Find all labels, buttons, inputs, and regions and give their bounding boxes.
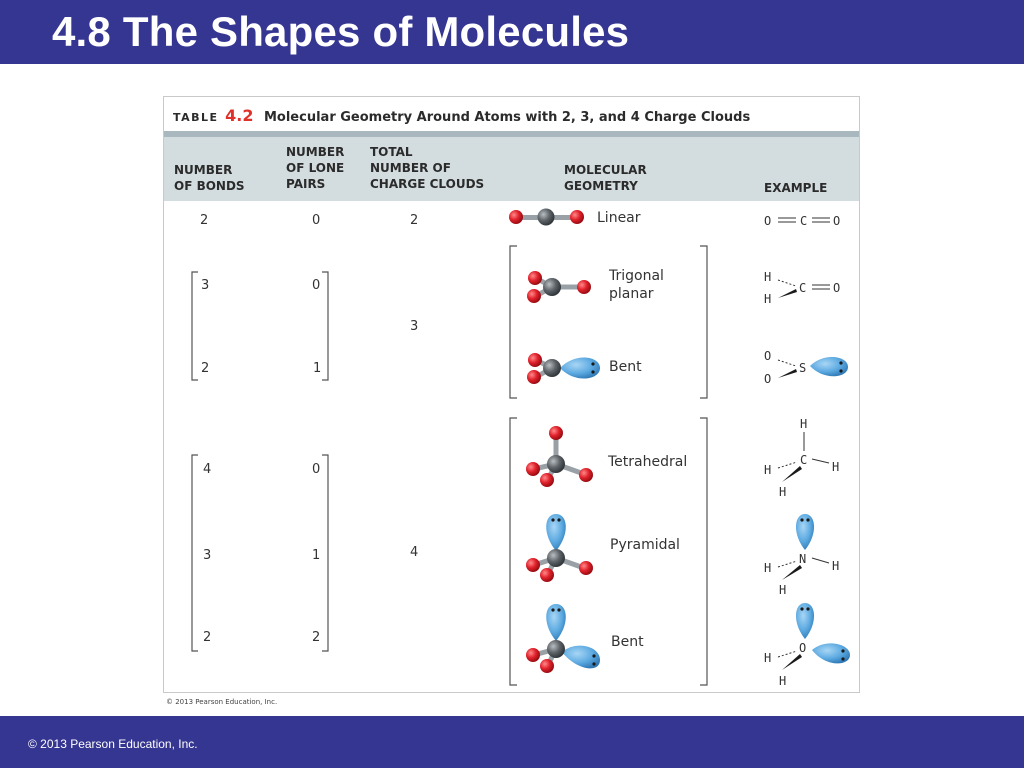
footer-copyright: © 2013 Pearson Education, Inc.: [28, 737, 198, 751]
caption-rule: [164, 131, 859, 137]
row4-geometry: Tetrahedral: [608, 454, 688, 470]
header-example: EXAMPLE: [764, 181, 828, 195]
table-caption-text: Molecular Geometry Around Atoms with 2, …: [263, 110, 751, 125]
nh3-h-left: H: [764, 561, 771, 575]
bracket-group-3: [191, 271, 329, 381]
row4-bonds: 4: [203, 462, 212, 477]
example-h2co: H H C O: [764, 270, 840, 306]
title-bar: [0, 0, 1024, 64]
row6-geometry: Bent: [611, 634, 644, 650]
header-bonds: NUMBER OF BONDS: [174, 163, 245, 193]
ch4-c: C: [800, 453, 807, 467]
ch4-h-right: H: [832, 460, 839, 474]
row3-geometry: Bent: [609, 359, 642, 375]
header-charge-clouds: TOTAL NUMBER OF CHARGE CLOUDS: [370, 145, 485, 191]
example-so2: O O S: [764, 349, 848, 386]
ch4-h-bottom: H: [779, 485, 786, 499]
row2-lone-pairs: 0: [312, 278, 321, 293]
row5-geometry: Pyramidal: [610, 537, 680, 553]
example-co2: O C O: [764, 214, 840, 228]
h2co-h2: H: [764, 292, 771, 306]
nh3-n: N: [799, 552, 806, 566]
h2o-h-bottom: H: [779, 674, 786, 688]
ch4-h-top: H: [800, 417, 807, 431]
h2co-o: O: [833, 281, 840, 295]
slide-title: 4.8 The Shapes of Molecules: [52, 8, 630, 55]
nh3-h-bottom: H: [779, 583, 786, 597]
row5-lone-pairs: 1: [312, 548, 321, 563]
h2co-c: C: [799, 281, 806, 295]
row6-bonds: 2: [203, 630, 212, 645]
ch4-h-left: H: [764, 463, 771, 477]
so2-o2: O: [764, 372, 771, 386]
h2o-o: O: [799, 641, 806, 655]
row1-charge-clouds: 2: [410, 213, 419, 228]
h2co-h1: H: [764, 270, 771, 284]
trigonal-planar-model: [527, 271, 591, 303]
example-nh3: N H H H: [764, 514, 839, 597]
tetrahedral-model: [526, 426, 593, 487]
header-band: [164, 137, 859, 201]
co2-o2: O: [833, 214, 840, 228]
row2-geometry: Trigonal planar: [609, 268, 664, 302]
bent-3-model: [527, 353, 600, 384]
row6-lone-pairs: 2: [312, 630, 321, 645]
row1-lone-pairs: 0: [312, 213, 321, 228]
bracket-group-4: [191, 454, 329, 652]
header-lone-pairs: NUMBER OF LONE PAIRS: [286, 145, 345, 191]
bracket-geometry-4: [509, 417, 708, 686]
so2-s: S: [799, 361, 806, 375]
row1-bonds: 2: [200, 213, 209, 228]
h2o-h-left: H: [764, 651, 771, 665]
example-ch4: H C H H H: [764, 417, 839, 499]
example-h2o: O H H: [764, 603, 850, 688]
row5-bonds: 3: [203, 548, 212, 563]
co2-o1: O: [764, 214, 771, 228]
table-number: 4.2: [225, 106, 254, 125]
table-label: TABLE: [173, 111, 219, 124]
row4-lone-pairs: 0: [312, 462, 321, 477]
nh3-h-right: H: [832, 559, 839, 573]
row2-bonds: 3: [201, 278, 210, 293]
row3-lone-pairs: 1: [313, 361, 322, 376]
footer-bar: [0, 716, 1024, 768]
row1-geometry: Linear: [597, 210, 641, 226]
so2-o1: O: [764, 349, 771, 363]
bracket-geometry-3: [509, 245, 708, 399]
group-3-charge-clouds: 3: [410, 319, 419, 334]
table-caption: TABLE 4.2 Molecular Geometry Around Atom…: [173, 106, 750, 125]
header-geometry: MOLECULAR GEOMETRY: [564, 163, 647, 193]
group-4-charge-clouds: 4: [410, 545, 419, 560]
row3-bonds: 2: [201, 361, 210, 376]
bent-4-model: [526, 604, 600, 673]
linear-model: [509, 208, 584, 226]
co2-c: C: [800, 214, 807, 228]
table-copyright: © 2013 Pearson Education, Inc.: [166, 698, 278, 706]
pyramidal-model: [526, 514, 593, 582]
